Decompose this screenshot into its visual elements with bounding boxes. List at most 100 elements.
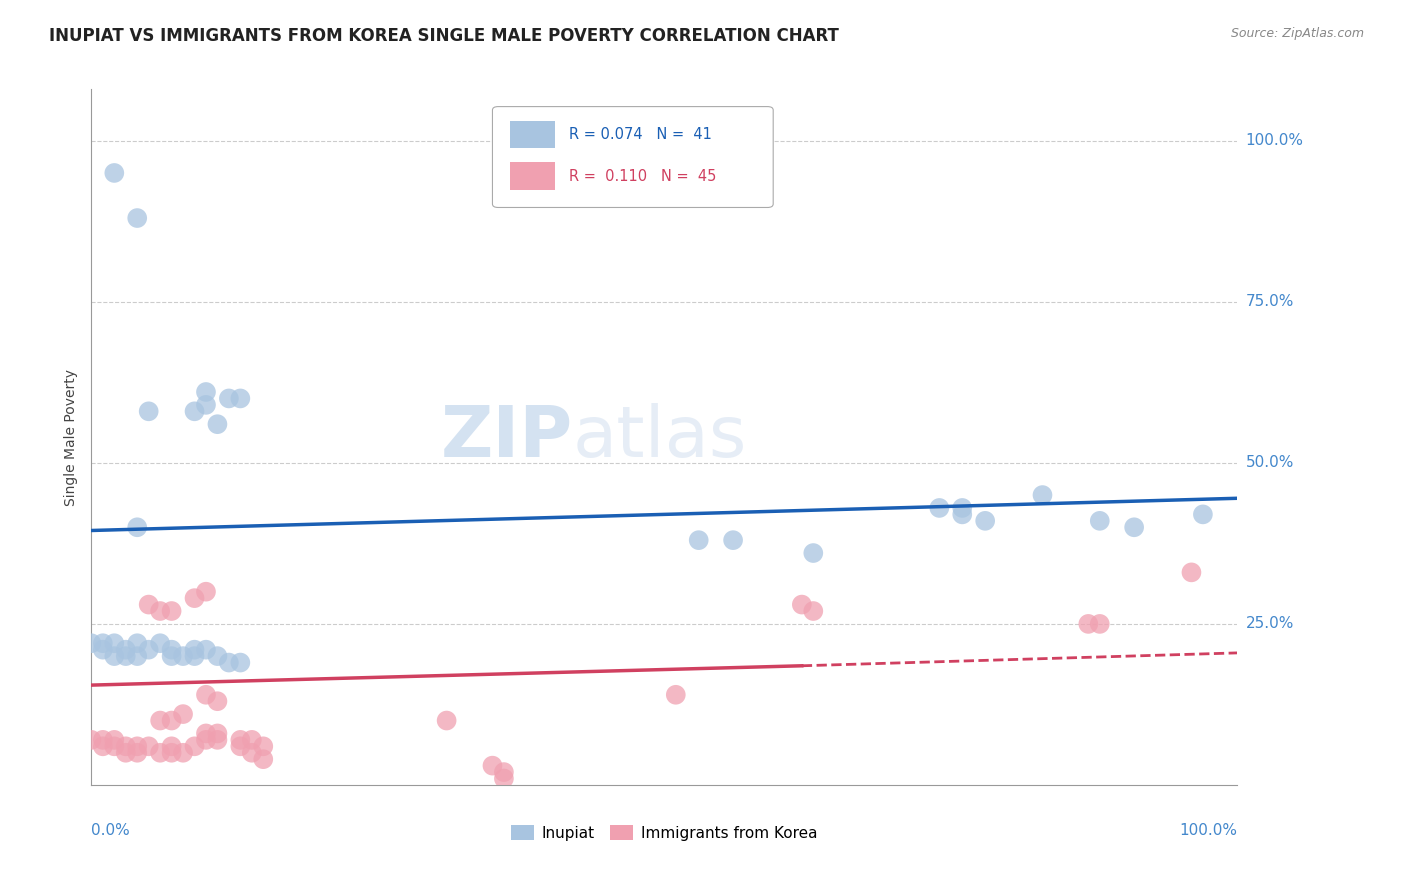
- Point: [194, 732, 217, 747]
- FancyBboxPatch shape: [509, 120, 555, 148]
- Point: [436, 714, 458, 728]
- Point: [127, 636, 149, 650]
- Point: [138, 404, 160, 418]
- Point: [218, 392, 240, 406]
- Point: [160, 714, 183, 728]
- Point: [103, 739, 125, 754]
- Point: [790, 598, 813, 612]
- Point: [492, 765, 515, 780]
- Point: [80, 636, 103, 650]
- Text: R =  0.110   N =  45: R = 0.110 N = 45: [569, 169, 717, 184]
- Legend: Inupiat, Immigrants from Korea: Inupiat, Immigrants from Korea: [505, 819, 824, 847]
- Point: [1123, 520, 1146, 534]
- Point: [114, 746, 136, 760]
- Point: [492, 772, 515, 786]
- Point: [160, 746, 183, 760]
- Point: [127, 649, 149, 664]
- Point: [138, 598, 160, 612]
- Point: [194, 688, 217, 702]
- Point: [149, 714, 172, 728]
- Point: [172, 649, 194, 664]
- Point: [974, 514, 997, 528]
- Point: [1192, 508, 1215, 522]
- Point: [801, 546, 824, 560]
- Point: [252, 739, 274, 754]
- Point: [229, 392, 252, 406]
- Point: [127, 746, 149, 760]
- Point: [114, 642, 136, 657]
- Point: [252, 752, 274, 766]
- Point: [194, 384, 217, 399]
- Point: [183, 642, 205, 657]
- Point: [149, 746, 172, 760]
- Point: [194, 398, 217, 412]
- Point: [665, 688, 688, 702]
- Point: [127, 211, 149, 225]
- Point: [91, 636, 114, 650]
- Point: [160, 642, 183, 657]
- Point: [138, 642, 160, 657]
- Point: [183, 591, 205, 606]
- Point: [229, 739, 252, 754]
- Point: [1031, 488, 1053, 502]
- Point: [103, 649, 125, 664]
- Point: [149, 604, 172, 618]
- Point: [240, 746, 263, 760]
- Point: [194, 642, 217, 657]
- Point: [160, 739, 183, 754]
- Text: Source: ZipAtlas.com: Source: ZipAtlas.com: [1230, 27, 1364, 40]
- Point: [801, 604, 824, 618]
- FancyBboxPatch shape: [492, 106, 773, 208]
- Point: [183, 739, 205, 754]
- Point: [1088, 616, 1111, 631]
- Point: [160, 604, 183, 618]
- Point: [127, 520, 149, 534]
- Point: [207, 694, 229, 708]
- Point: [229, 732, 252, 747]
- Point: [114, 739, 136, 754]
- Text: 50.0%: 50.0%: [1246, 455, 1294, 470]
- Point: [194, 726, 217, 740]
- Text: 100.0%: 100.0%: [1180, 823, 1237, 838]
- Text: R = 0.074   N =  41: R = 0.074 N = 41: [569, 127, 711, 142]
- Point: [103, 732, 125, 747]
- Point: [149, 636, 172, 650]
- Text: 0.0%: 0.0%: [91, 823, 131, 838]
- Point: [1088, 514, 1111, 528]
- Y-axis label: Single Male Poverty: Single Male Poverty: [65, 368, 79, 506]
- Point: [103, 636, 125, 650]
- Point: [207, 732, 229, 747]
- Point: [103, 166, 125, 180]
- Point: [114, 649, 136, 664]
- Point: [194, 584, 217, 599]
- Text: 25.0%: 25.0%: [1246, 616, 1294, 632]
- Point: [721, 533, 744, 548]
- Point: [172, 746, 194, 760]
- Point: [183, 404, 205, 418]
- Point: [218, 656, 240, 670]
- Point: [138, 739, 160, 754]
- Point: [207, 649, 229, 664]
- Point: [240, 732, 263, 747]
- Point: [481, 758, 503, 772]
- Point: [207, 726, 229, 740]
- Point: [91, 732, 114, 747]
- Point: [229, 656, 252, 670]
- Point: [950, 500, 973, 515]
- Point: [80, 732, 103, 747]
- Text: ZIP: ZIP: [440, 402, 572, 472]
- Point: [207, 417, 229, 432]
- Point: [1077, 616, 1099, 631]
- Text: 75.0%: 75.0%: [1246, 294, 1294, 310]
- Point: [91, 642, 114, 657]
- Point: [172, 707, 194, 722]
- Point: [91, 739, 114, 754]
- FancyBboxPatch shape: [509, 162, 555, 190]
- Point: [183, 649, 205, 664]
- Point: [1180, 566, 1202, 580]
- Point: [928, 500, 950, 515]
- Point: [127, 739, 149, 754]
- Text: 100.0%: 100.0%: [1246, 133, 1303, 148]
- Text: atlas: atlas: [572, 402, 747, 472]
- Point: [688, 533, 710, 548]
